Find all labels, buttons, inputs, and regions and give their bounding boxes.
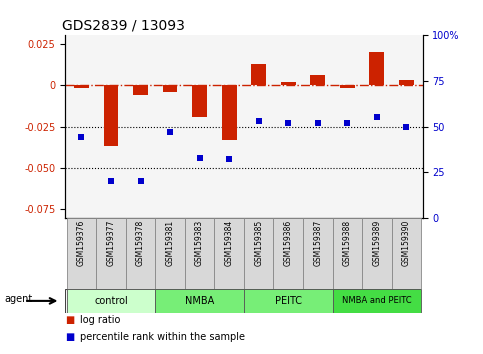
Text: percentile rank within the sample: percentile rank within the sample — [80, 332, 245, 342]
Text: NMBA: NMBA — [185, 296, 214, 306]
Point — [402, 124, 410, 130]
Text: GDS2839 / 13093: GDS2839 / 13093 — [62, 19, 185, 33]
Bar — [192, 85, 207, 116]
Bar — [251, 64, 266, 85]
Point — [225, 156, 233, 162]
Point — [107, 178, 115, 184]
Bar — [96, 218, 126, 289]
Point — [373, 115, 381, 120]
Bar — [392, 218, 421, 289]
Point — [196, 155, 203, 160]
Point — [284, 120, 292, 126]
Text: agent: agent — [5, 294, 33, 304]
Text: NMBA and PEITC: NMBA and PEITC — [342, 296, 412, 306]
Text: GSM159377: GSM159377 — [106, 220, 115, 266]
Bar — [74, 85, 89, 88]
Bar — [156, 289, 244, 313]
Text: GSM159381: GSM159381 — [166, 220, 174, 266]
Bar — [214, 218, 244, 289]
Point — [137, 178, 144, 184]
Point — [314, 120, 322, 126]
Text: ■: ■ — [65, 332, 74, 342]
Bar — [185, 218, 214, 289]
Bar — [244, 218, 273, 289]
Bar — [126, 218, 156, 289]
Bar — [332, 218, 362, 289]
Bar — [67, 289, 156, 313]
Bar — [273, 218, 303, 289]
Text: log ratio: log ratio — [80, 315, 120, 325]
Text: GSM159378: GSM159378 — [136, 220, 145, 266]
Bar — [156, 218, 185, 289]
Bar — [133, 85, 148, 95]
Bar — [244, 289, 332, 313]
Text: GSM159383: GSM159383 — [195, 220, 204, 266]
Bar — [369, 52, 384, 85]
Bar — [163, 85, 177, 92]
Bar — [222, 85, 237, 140]
Text: GSM159389: GSM159389 — [372, 220, 382, 266]
Point — [78, 135, 85, 140]
Bar — [362, 218, 392, 289]
Bar — [399, 80, 414, 85]
Point — [166, 129, 174, 135]
Text: control: control — [94, 296, 128, 306]
Text: GSM159384: GSM159384 — [225, 220, 234, 266]
Text: GSM159388: GSM159388 — [343, 220, 352, 266]
Text: GSM159385: GSM159385 — [254, 220, 263, 266]
Bar — [303, 218, 332, 289]
Text: GSM159386: GSM159386 — [284, 220, 293, 266]
Bar — [281, 82, 296, 85]
Point — [343, 120, 351, 126]
Bar — [104, 85, 118, 147]
Bar — [332, 289, 421, 313]
Bar — [340, 85, 355, 88]
Text: GSM159376: GSM159376 — [77, 220, 86, 266]
Text: PEITC: PEITC — [275, 296, 302, 306]
Point — [255, 118, 263, 124]
Text: ■: ■ — [65, 315, 74, 325]
Bar — [311, 75, 325, 85]
Bar — [67, 218, 96, 289]
Text: GSM159390: GSM159390 — [402, 220, 411, 266]
Text: GSM159387: GSM159387 — [313, 220, 322, 266]
